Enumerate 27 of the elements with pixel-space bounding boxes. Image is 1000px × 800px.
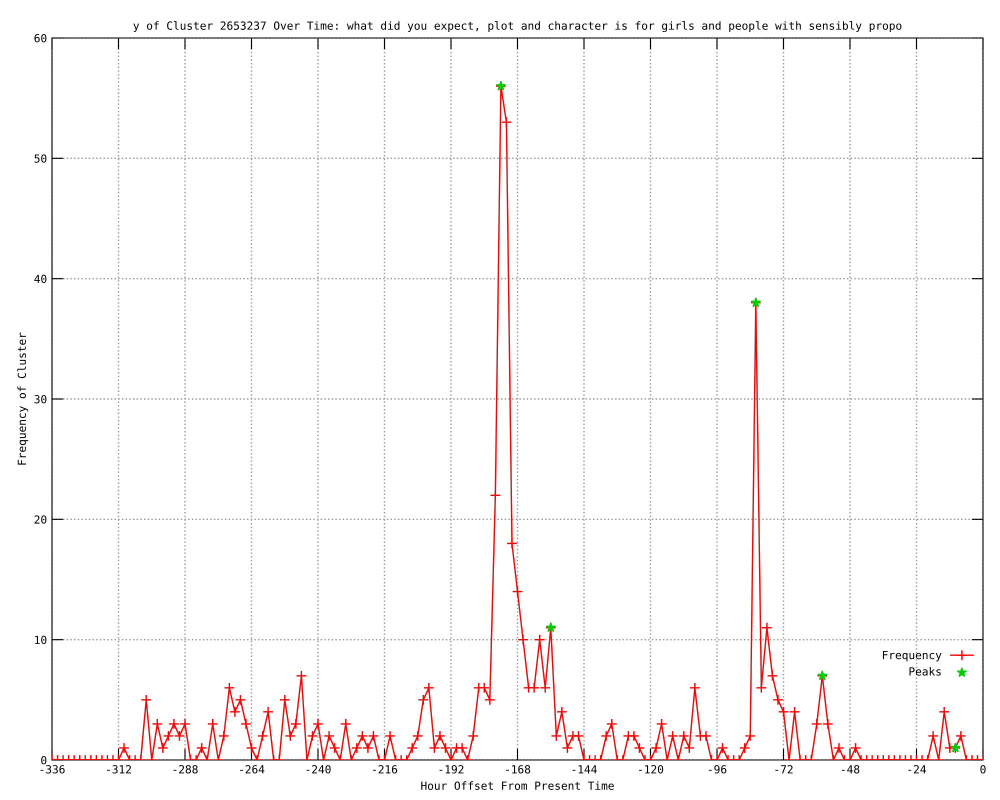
chart-title: y of Cluster 2653237 Over Time: what did you expect, plot and character is for girls and people with sensibly propo — [133, 21, 902, 32]
x-tick-label: -120 — [639, 765, 664, 774]
x-tick-label: -144 — [572, 765, 597, 774]
x-tick-label: -264 — [240, 765, 264, 774]
x-tick-label: -288 — [174, 765, 198, 774]
x-tick-label: -168 — [506, 765, 530, 774]
y-tick-label: 10 — [35, 636, 46, 644]
x-tick-label: 0 — [980, 765, 986, 774]
y-axis-title: Frequency of Cluster — [17, 332, 28, 465]
y-tick-label: 40 — [34, 274, 46, 284]
y-tick-label: 0 — [41, 756, 46, 764]
x-tick-label: -24 — [908, 765, 926, 774]
x-tick-label: -312 — [107, 765, 131, 774]
x-tick-label: -336 — [40, 765, 65, 774]
legend-label: Peaks — [910, 667, 941, 676]
x-tick-label: -48 — [842, 765, 860, 774]
y-tick-label: 20 — [34, 515, 46, 524]
x-tick-label: -192 — [440, 765, 464, 774]
y-tick-label: 50 — [34, 154, 46, 163]
y-tick-label: 60 — [34, 34, 46, 42]
x-tick-label: -216 — [373, 765, 398, 774]
legend-label: Frequency — [882, 651, 942, 662]
x-tick-label: -240 — [306, 765, 331, 774]
y-tick-label: 30 — [34, 395, 46, 404]
x-tick-label: -72 — [775, 765, 793, 774]
x-tick-label: -96 — [708, 765, 726, 774]
x-axis-title: Hour Offset From Present Time — [421, 781, 614, 790]
